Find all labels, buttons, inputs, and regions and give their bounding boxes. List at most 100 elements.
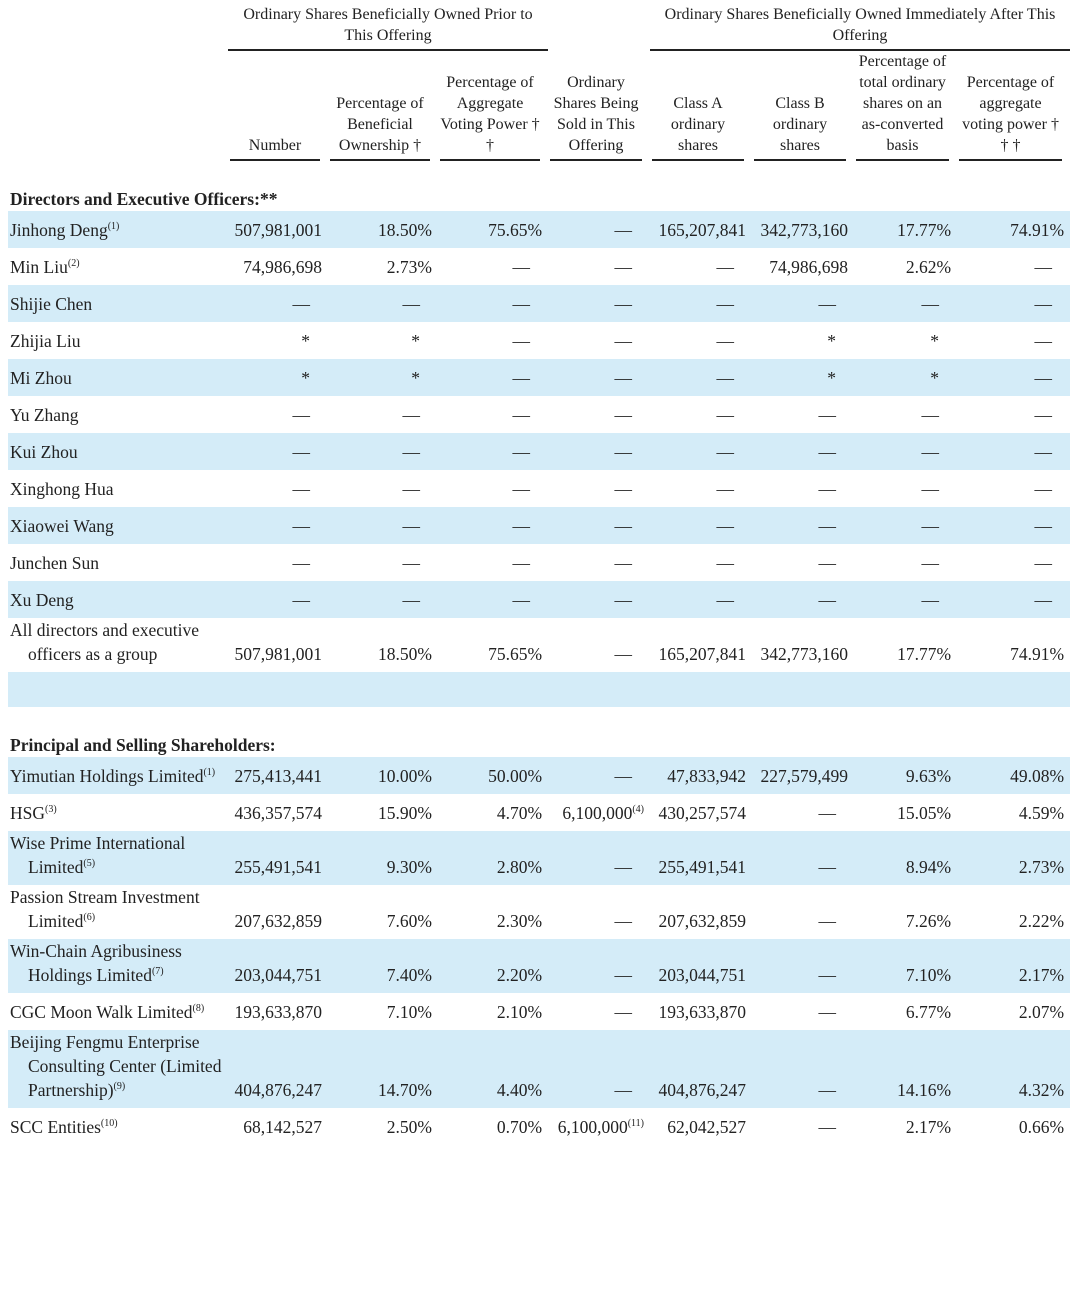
data-row: All directors and executive officers as … (8, 618, 1070, 672)
cell: 2.30% (438, 885, 548, 939)
cell: 342,773,160 (752, 618, 854, 672)
cell: — (548, 248, 650, 285)
holder-name: HSG (10, 803, 46, 823)
cell-value: — (716, 257, 735, 277)
cell-value: — (614, 294, 633, 314)
cell-value: 436,357,574 (234, 803, 323, 823)
data-row: Min Liu(2) 74,986,698 2.73% — — — 74,986,698 2.… (8, 248, 1070, 285)
holder-name: Yimutian Holdings Limited (10, 766, 204, 786)
footnote-ref: (10) (100, 1118, 118, 1129)
section-header-row: Directors and Executive Officers:** (8, 161, 1070, 211)
holder-name: Kui Zhou (10, 442, 78, 462)
cell: — (752, 470, 854, 507)
cell-value: — (716, 368, 735, 388)
column-header-text: Percentage of aggregate voting power † †… (959, 72, 1063, 161)
cell: — (438, 581, 549, 618)
cell-value: — (921, 479, 940, 499)
cell: 165,207,841 (650, 211, 753, 248)
cell: 7.60% (328, 885, 438, 939)
cell-value: 4.32% (1018, 1080, 1065, 1100)
cell-value: 2.50% (386, 1117, 432, 1137)
row-name: Passion Stream Investment Limited(6) (8, 885, 228, 939)
cell: — (650, 433, 753, 470)
cell: 193,633,870 (228, 993, 328, 1030)
cell-value: 2.20% (496, 965, 543, 985)
cell-value: 255,491,541 (234, 857, 323, 877)
footnote-ref: (3) (45, 804, 57, 815)
row-name: All directors and executive officers as … (8, 618, 228, 672)
cell: — (328, 581, 438, 618)
cell: — (548, 211, 651, 248)
column-header: Percentage of Beneficial Ownership † (328, 51, 438, 161)
cell: 74.91% (957, 211, 1071, 248)
cell-value: — (402, 294, 421, 314)
cell-value: 2.22% (1018, 911, 1065, 931)
cell-value: — (1034, 368, 1053, 388)
cell: — (328, 396, 438, 433)
group-header: Ordinary Shares Beneficially Owned Prior… (228, 0, 549, 51)
cell: 74,986,698 (752, 248, 854, 285)
cell-value: — (716, 590, 735, 610)
cell: 15.05% (854, 794, 957, 831)
data-row: Win-Chain Agribusiness Holdings Limited(… (8, 939, 1071, 993)
cell: 49.08% (957, 757, 1071, 794)
spacer-cell (8, 672, 1071, 707)
holder-name: Yu Zhang (10, 405, 79, 425)
cell-value: 203,044,751 (658, 965, 747, 985)
cell: — (548, 359, 651, 396)
cell-value: 203,044,751 (234, 965, 323, 985)
cell: — (228, 544, 328, 581)
cell: 0.70% (438, 1108, 548, 1145)
cell: 2.10% (438, 993, 548, 1030)
cell-value: 227,579,499 (760, 766, 849, 786)
cell-value: 75.65% (488, 220, 543, 240)
cell-value: — (818, 857, 837, 877)
cell-value: — (818, 294, 837, 314)
cell: — (228, 433, 328, 470)
data-row: HSG(3) 436,357,574 15.90% 4.70% 6,100,000(4)… (8, 794, 1070, 831)
footnote-ref: (1) (203, 767, 216, 778)
cell: 6.77% (854, 993, 957, 1030)
cell-value: — (614, 368, 633, 388)
cell: — (548, 993, 650, 1030)
footnote-ref: (1) (107, 221, 120, 232)
cell-value: — (1034, 405, 1053, 425)
cell: 275,413,441 (228, 757, 328, 794)
cell-value: 207,632,859 (234, 911, 323, 931)
column-header-text: Class A ordinary shares (652, 93, 745, 161)
cell-value: — (292, 590, 311, 610)
cell-value: 507,981,001 (234, 220, 323, 240)
cell-value: — (512, 590, 531, 610)
cell-value: — (614, 911, 633, 931)
cell-value: — (716, 442, 735, 462)
cell-value: * (827, 331, 837, 351)
cell: — (548, 885, 650, 939)
cell-value: — (614, 965, 633, 985)
section-title: Principal and Selling Shareholders: (10, 735, 276, 755)
row-name: HSG(3) (8, 794, 228, 831)
cell: — (650, 359, 753, 396)
data-row: Xinghong Hua — — — — — — — — (8, 470, 1070, 507)
row-name: Xiaowei Wang (8, 507, 228, 544)
cell: — (328, 285, 438, 322)
cell-value: — (1034, 442, 1053, 462)
cell: 4.70% (438, 794, 548, 831)
row-name: Xinghong Hua (8, 470, 228, 507)
cell: — (650, 507, 753, 544)
cell-value: — (818, 1002, 837, 1022)
cell-value: — (292, 553, 311, 573)
cell-value: — (614, 516, 633, 536)
cell-value: 7.60% (386, 911, 432, 931)
cell: 507,981,001 (228, 618, 328, 672)
cell-value: 4.70% (496, 803, 543, 823)
cell-value: 193,633,870 (658, 1002, 747, 1022)
cell: — (650, 470, 752, 507)
cell-value: — (402, 479, 421, 499)
cell-value: 2.07% (1018, 1002, 1065, 1022)
cell-value: 165,207,841 (658, 644, 747, 664)
cell: 255,491,541 (650, 831, 753, 885)
cell: — (548, 285, 651, 322)
cell: — (228, 581, 328, 618)
data-row: Jinhong Deng(1) 507,981,001 18.50% 75.65% — 1… (8, 211, 1071, 248)
